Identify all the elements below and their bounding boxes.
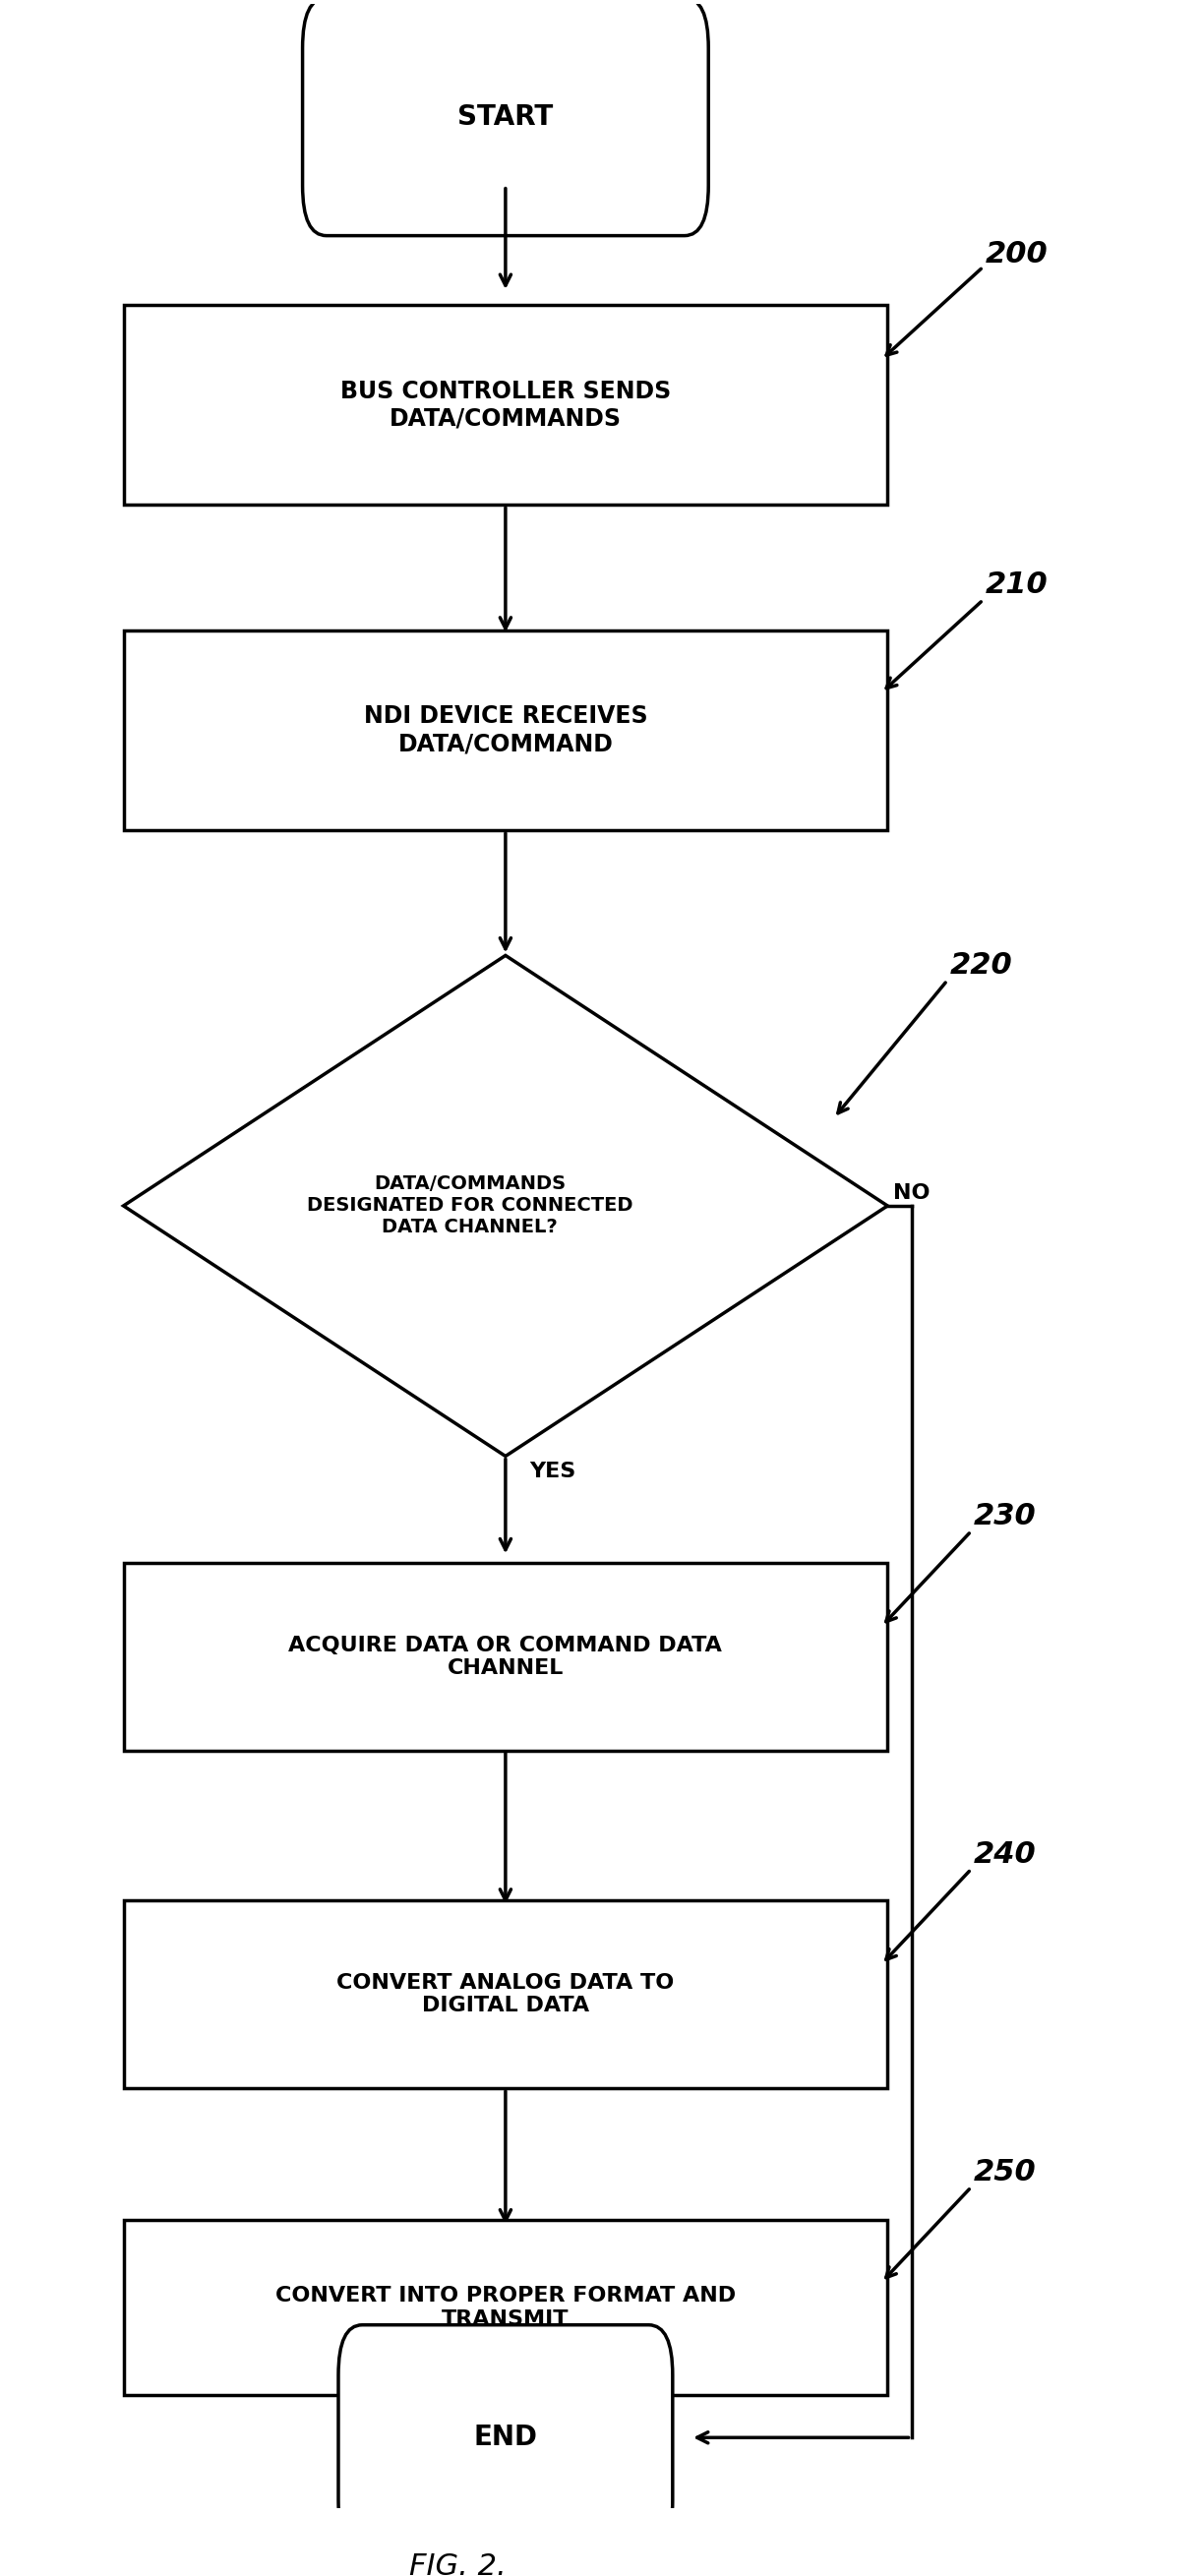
Text: 250: 250 (974, 2159, 1036, 2187)
Text: ACQUIRE DATA OR COMMAND DATA
CHANNEL: ACQUIRE DATA OR COMMAND DATA CHANNEL (288, 1636, 722, 1677)
Text: 230: 230 (974, 1502, 1036, 1530)
Text: CONVERT ANALOG DATA TO
DIGITAL DATA: CONVERT ANALOG DATA TO DIGITAL DATA (337, 1973, 674, 2014)
Text: 210: 210 (986, 572, 1048, 600)
Text: 240: 240 (974, 1839, 1036, 1868)
FancyBboxPatch shape (124, 1901, 887, 2089)
FancyBboxPatch shape (303, 0, 708, 234)
Text: FIG. 2.: FIG. 2. (409, 2553, 506, 2576)
Text: NDI DEVICE RECEIVES
DATA/COMMAND: NDI DEVICE RECEIVES DATA/COMMAND (363, 706, 648, 755)
FancyBboxPatch shape (124, 631, 887, 829)
Text: DATA/COMMANDS
DESIGNATED FOR CONNECTED
DATA CHANNEL?: DATA/COMMANDS DESIGNATED FOR CONNECTED D… (307, 1175, 632, 1236)
Text: BUS CONTROLLER SENDS
DATA/COMMANDS: BUS CONTROLLER SENDS DATA/COMMANDS (340, 379, 671, 430)
Text: YES: YES (529, 1461, 576, 1481)
Text: END: END (474, 2424, 537, 2452)
Text: 200: 200 (986, 240, 1048, 268)
FancyBboxPatch shape (124, 304, 887, 505)
Text: CONVERT INTO PROPER FORMAT AND
TRANSMIT: CONVERT INTO PROPER FORMAT AND TRANSMIT (275, 2285, 736, 2329)
Text: NO: NO (893, 1182, 930, 1203)
Polygon shape (124, 956, 887, 1455)
FancyBboxPatch shape (124, 2221, 887, 2396)
Text: START: START (458, 103, 553, 131)
Text: 220: 220 (950, 951, 1012, 979)
FancyBboxPatch shape (339, 2326, 673, 2550)
FancyBboxPatch shape (124, 1564, 887, 1749)
